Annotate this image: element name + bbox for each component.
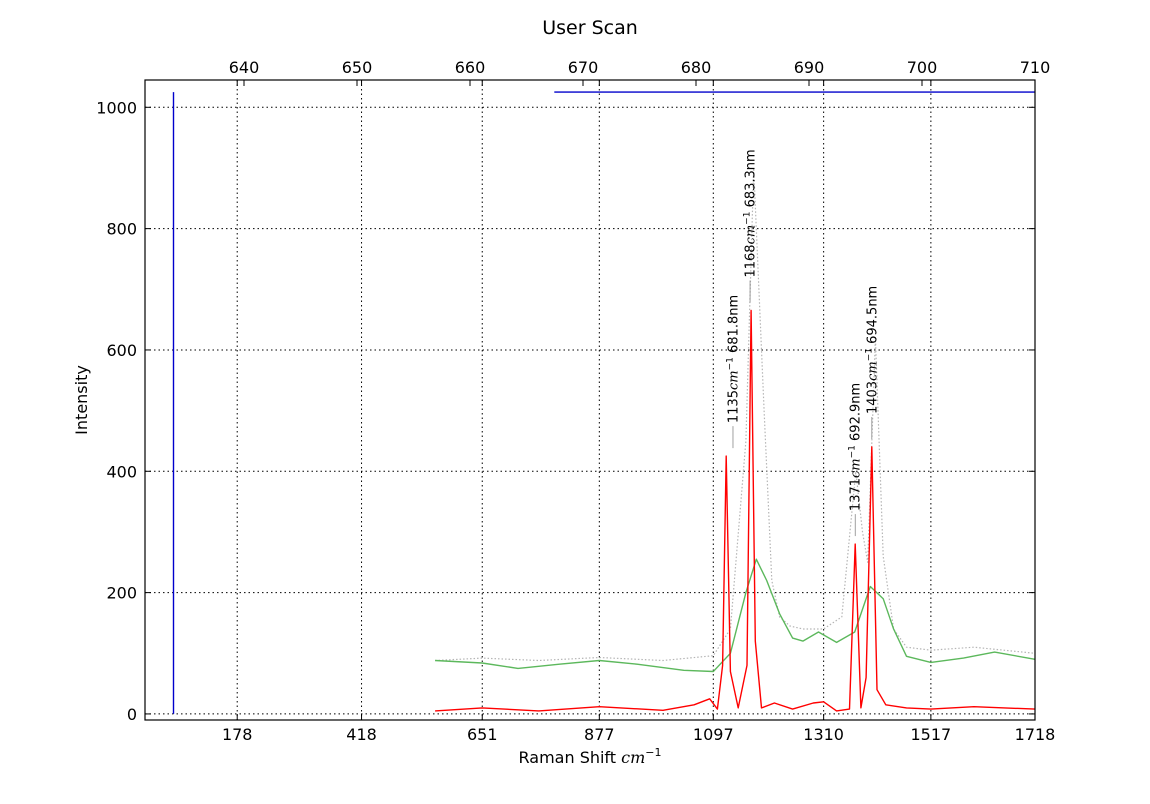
series-line-0 <box>435 167 1036 662</box>
x-tick-label: 418 <box>346 725 377 744</box>
plot-frame <box>144 79 1036 721</box>
top-tick-label: 640 <box>229 58 260 77</box>
top-tick-label: 710 <box>1020 58 1051 77</box>
y-tick-label: 0 <box>127 705 137 724</box>
x-tick-label: 651 <box>467 725 498 744</box>
x-tick-label: 178 <box>222 725 253 744</box>
plot-area <box>145 80 1035 720</box>
annotation-label: 1168cm−1 683.3nm <box>743 149 759 277</box>
top-tick-label: 650 <box>342 58 373 77</box>
x-tick-label: 1310 <box>803 725 844 744</box>
annotation-label: 1135cm−1 681.8nm <box>725 295 741 423</box>
y-tick-label: 400 <box>106 462 137 481</box>
top-tick-label: 670 <box>568 58 599 77</box>
series-line-1 <box>435 558 1036 673</box>
x-tick-label: 1718 <box>1015 725 1056 744</box>
y-tick-label: 1000 <box>96 98 137 117</box>
annotation-label: 1371cm−1 692.9nm <box>848 383 864 511</box>
x-tick-label: 1517 <box>911 725 952 744</box>
series-line-2 <box>435 309 1036 712</box>
top-tick-label: 690 <box>794 58 825 77</box>
x-tick-label: 1097 <box>693 725 734 744</box>
y-tick-label: 200 <box>106 584 137 603</box>
annotation-label: 1403cm−1 694.5nm <box>864 286 880 414</box>
x-axis-label: Raman Shift cm−1 <box>519 746 662 767</box>
y-tick-label: 800 <box>106 220 137 239</box>
top-tick-label: 700 <box>907 58 938 77</box>
top-tick-label: 660 <box>455 58 486 77</box>
x-tick-label: 877 <box>584 725 615 744</box>
y-tick-label: 600 <box>106 341 137 360</box>
chart-title: User Scan <box>542 17 638 39</box>
y-axis-label: Intensity <box>72 365 91 435</box>
top-tick-label: 680 <box>681 58 712 77</box>
